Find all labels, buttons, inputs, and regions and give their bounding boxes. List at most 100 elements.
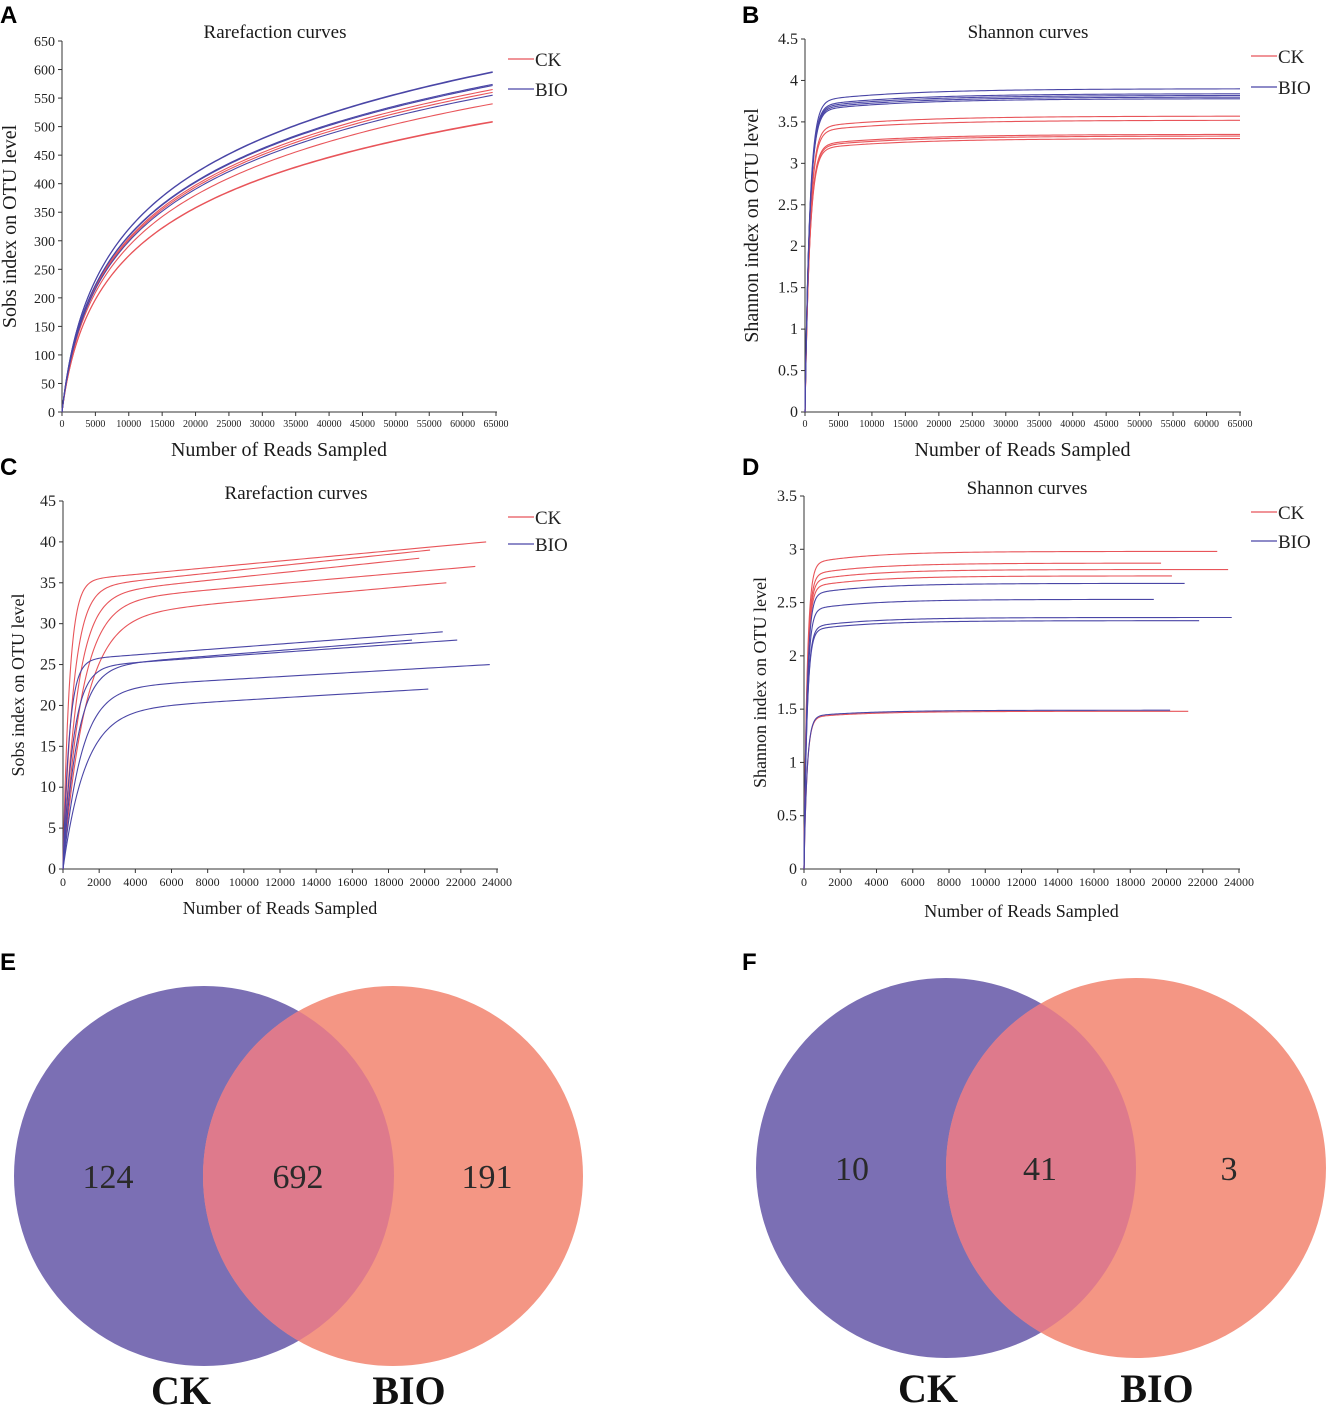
x-tick-label: 20000 xyxy=(926,419,951,430)
x-tick-label: 45000 xyxy=(1094,419,1119,430)
x-tick-label: 2000 xyxy=(87,875,111,889)
venn-count-bio-only: 191 xyxy=(462,1159,513,1196)
x-tick-label: 22000 xyxy=(446,875,476,889)
y-tick-label: 150 xyxy=(34,320,55,335)
venn-f: 10 41 3 CK BIO xyxy=(756,978,1326,1407)
y-tick-label: 0 xyxy=(790,404,798,421)
x-tick-label: 20000 xyxy=(1152,875,1182,889)
x-tick-label: 25000 xyxy=(216,419,241,430)
x-tick-label: 55000 xyxy=(417,419,442,430)
x-tick-label: 20000 xyxy=(410,875,440,889)
x-tick-label: 4000 xyxy=(123,875,147,889)
series-line-ck-5 xyxy=(803,710,1189,870)
series-line-bio-10 xyxy=(62,688,429,870)
x-tick-label: 40000 xyxy=(317,419,342,430)
legend-label-ck: CK xyxy=(535,508,562,529)
y-tick-label: 0 xyxy=(48,406,55,421)
y-tick-label: 50 xyxy=(41,377,55,392)
y-tick-label: 20 xyxy=(40,697,56,714)
series-line-ck-1 xyxy=(804,138,1241,413)
x-tick-label: 65000 xyxy=(484,419,509,430)
series-line-ck-4 xyxy=(803,575,1172,870)
y-tick-label: 650 xyxy=(34,35,55,50)
x-tick-label: 60000 xyxy=(1194,419,1219,430)
x-tick-label: 30000 xyxy=(250,419,275,430)
x-tick-label: 12000 xyxy=(1007,875,1037,889)
x-tick-label: 15000 xyxy=(150,419,175,430)
panel-label-e: E xyxy=(0,949,16,976)
x-tick-label: 15000 xyxy=(893,419,918,430)
y-tick-label: 1 xyxy=(789,754,797,771)
y-tick-label: 3.5 xyxy=(777,488,797,505)
y-tick-label: 1.5 xyxy=(777,701,797,718)
chart-title: Shannon curves xyxy=(967,478,1088,499)
series-line-bio-8 xyxy=(803,616,1232,870)
y-tick-label: 400 xyxy=(34,178,55,193)
venn-e: 124 692 191 CK BIO xyxy=(14,986,583,1407)
venn-overlap xyxy=(946,1003,1136,1333)
legend-label-bio: BIO xyxy=(535,535,568,556)
series-line-ck-2 xyxy=(61,120,493,413)
series-line-bio-10 xyxy=(61,71,493,413)
series-line-bio-6 xyxy=(804,98,1241,413)
venn-count-ck-only: 124 xyxy=(83,1159,134,1196)
y-tick-label: 550 xyxy=(34,92,55,107)
y-tick-label: 1.5 xyxy=(778,280,798,297)
x-tick-label: 6000 xyxy=(901,875,925,889)
x-tick-label: 10000 xyxy=(859,419,884,430)
y-tick-label: 35 xyxy=(40,575,56,592)
panel-label-d: D xyxy=(742,454,759,481)
x-tick-label: 5000 xyxy=(828,419,848,430)
x-tick-label: 8000 xyxy=(937,875,961,889)
x-tick-label: 2000 xyxy=(828,875,852,889)
y-tick-label: 3 xyxy=(789,541,797,558)
x-tick-label: 0 xyxy=(801,875,807,889)
y-tick-label: 100 xyxy=(34,349,55,364)
series-line-ck-1 xyxy=(803,550,1218,870)
series-line-bio-8 xyxy=(804,94,1240,413)
x-tick-label: 50000 xyxy=(1127,419,1152,430)
venn-count-bio-only: 3 xyxy=(1221,1151,1238,1188)
series-line-bio-10 xyxy=(804,88,1241,413)
series-line-ck-5 xyxy=(804,115,1241,413)
series-line-bio-6 xyxy=(803,582,1185,870)
legend-label-ck: CK xyxy=(1278,47,1305,68)
x-tick-label: 18000 xyxy=(1115,875,1145,889)
y-tick-label: 600 xyxy=(34,64,55,79)
y-tick-label: 30 xyxy=(40,616,56,633)
venn-set-label-ck: CK xyxy=(898,1366,958,1407)
y-tick-label: 5 xyxy=(48,820,56,837)
x-tick-label: 45000 xyxy=(350,419,375,430)
venn-set-label-bio: BIO xyxy=(1120,1366,1193,1407)
venn-count-shared: 41 xyxy=(1023,1151,1057,1188)
y-tick-label: 250 xyxy=(34,263,55,278)
series-line-bio-8 xyxy=(62,639,413,869)
y-tick-label: 0.5 xyxy=(777,808,797,825)
series-line-ck-4 xyxy=(804,119,1241,413)
y-tick-label: 2.5 xyxy=(778,197,798,214)
y-axis-label: Sobs index on OTU level xyxy=(8,594,28,777)
venn-set-label-bio: BIO xyxy=(372,1368,445,1407)
x-tick-label: 50000 xyxy=(383,419,408,430)
panel-label-a: A xyxy=(0,2,17,29)
chart-title: Rarefaction curves xyxy=(204,22,347,43)
x-tick-label: 14000 xyxy=(1043,875,1073,889)
series-line-bio-10 xyxy=(803,709,1171,870)
y-axis-label: Shannon index on OTU level xyxy=(741,108,763,343)
series-line-ck-5 xyxy=(61,88,493,413)
series-line-ck-4 xyxy=(61,91,493,413)
panel-label-f: F xyxy=(742,949,757,976)
y-tick-label: 450 xyxy=(34,149,55,164)
x-tick-label: 60000 xyxy=(450,419,475,430)
y-tick-label: 45 xyxy=(40,493,56,510)
x-tick-label: 65000 xyxy=(1228,419,1253,430)
x-tick-label: 0 xyxy=(60,875,66,889)
x-tick-label: 55000 xyxy=(1161,419,1186,430)
y-tick-label: 0 xyxy=(48,861,56,878)
x-tick-label: 20000 xyxy=(183,419,208,430)
x-tick-label: 16000 xyxy=(1079,875,1109,889)
x-tick-label: 18000 xyxy=(374,875,404,889)
